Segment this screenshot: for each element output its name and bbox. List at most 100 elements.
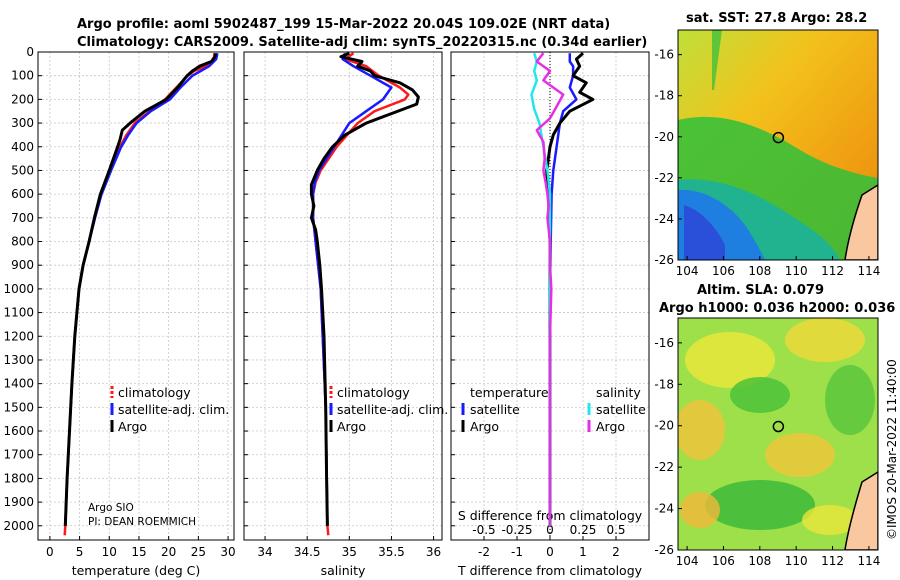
map-x-tick-label: 108 [748,264,771,278]
sla-map-frame [677,317,879,551]
y-tick-label: 1500 [3,400,34,414]
x-tick-label: 34.5 [294,545,321,559]
x-tick-label: 10 [102,545,117,559]
sla-map-title: Altim. SLA: 0.079 [697,283,824,298]
sla-anomaly [705,480,815,530]
y-tick-label: 0 [26,45,34,59]
salinity-panel: 34 34.5 35 35.5 36 salinity [243,51,443,578]
legend-label-argo: Argo [337,419,366,434]
x-tick-label: 36 [426,545,441,559]
sst-green-streak [712,30,722,90]
y-tick-label: 900 [11,258,34,272]
y-tick-label: 1600 [3,424,34,438]
y-tick-label: 1200 [3,329,34,343]
figure-title-line2: Climatology: CARS2009. Satellite-adj cli… [77,35,647,50]
map-y-tick-label: -18 [654,89,674,103]
sla-anomaly [680,492,720,528]
plot-area [38,52,234,540]
sla-anomaly [730,377,790,413]
legend-label-t-satellite: satellite [470,402,520,417]
x-tick-label: 1 [579,545,587,559]
sst-map-frame [677,29,879,261]
credit-pi: PI: DEAN ROEMMICH [88,516,196,528]
imos-stamp: ©IMOS 20-Mar-2022 11:40:00 [885,359,899,540]
map-x-tick-label: 114 [857,264,880,278]
x-axis-label: temperature (deg C) [72,563,201,578]
temperature-panel: 0100200300400500600700800900100011001200… [3,45,235,578]
x-tick-label: 15 [131,545,146,559]
series-s-argo [535,52,565,526]
x-tick-label: 20 [161,545,176,559]
map-y-tick-label: -20 [654,130,674,144]
map-y-tick-label: -26 [654,543,674,557]
sla-anomaly [678,400,725,460]
plot-frame [243,51,443,541]
map-y-tick-label: -26 [654,253,674,267]
y-tick-label: 400 [11,140,34,154]
s-tick-label: 0.25 [570,523,597,537]
series-argo [309,51,420,526]
temperature-legend: climatology satellite-adj. clim. Argo [110,385,229,434]
sst-map-title: sat. SST: 27.8 Argo: 28.2 [686,11,867,26]
x-tick-label: 0 [546,545,554,559]
sla-land [844,471,878,550]
sst-map: sat. SST: 27.8 Argo: 28.2 104 106 108 110 11… [654,11,880,278]
x-axis-label: salinity [321,563,366,578]
map-y-tick-label: -24 [654,212,674,226]
y-tick-label: 1300 [3,353,34,367]
map-x-tick-label: 114 [857,554,880,568]
salinity-legend: climatology satellite-adj. clim. Argo [329,385,448,434]
map-y-tick-label: -22 [654,460,674,474]
x-tick-label: 35 [342,545,357,559]
x-axis-label: T difference from climatology [457,563,643,578]
map-x-tick-label: 106 [712,554,735,568]
y-tick-label: 500 [11,163,34,177]
y-tick-label: 600 [11,187,34,201]
map-y-tick-label: -16 [654,48,674,62]
y-tick-label: 1700 [3,448,34,462]
y-tick-label: 1900 [3,495,34,509]
difference-legend: temperature salinity satellite Argo sate… [461,385,646,434]
x-tick-label: -2 [478,545,490,559]
y-tick-label: 200 [11,92,34,106]
difference-panel: -2 -1 0 1 2-0.5 -0.25 0 0.25 0.5S difference fro… [450,51,650,578]
x-tick-label: -1 [511,545,523,559]
map-x-tick-label: 110 [785,554,808,568]
x-tick-label: 35.5 [378,545,405,559]
sla-anomaly [765,433,835,477]
sst-coldest-region [684,205,725,260]
sla-anomaly [825,365,875,435]
legend-label-s-satellite: satellite [596,402,646,417]
y-tick-label: 100 [11,69,34,83]
sla-anomaly [685,332,775,388]
legend-label-climatology: climatology [337,385,410,400]
plot-frame [450,51,650,541]
legend-title-salinity: salinity [596,385,641,400]
map-y-tick-label: -22 [654,171,674,185]
map-y-tick-label: -16 [654,336,674,350]
map-x-tick-label: 112 [821,554,844,568]
sla-map: Altim. SLA: 0.079 Argo h1000: 0.036 h200… [654,283,895,568]
map-x-tick-label: 108 [748,554,771,568]
sla-anomaly [802,505,858,535]
s-tick-label: -0.25 [501,523,532,537]
s-tick-label: -0.5 [472,523,495,537]
y-tick-label: 1000 [3,282,34,296]
argo-position-marker [772,131,785,144]
map-y-tick-label: -24 [654,502,674,516]
legend-label-t-argo: Argo [470,419,499,434]
figure-title-line1: Argo profile: aoml 5902487_199 15-Mar-20… [77,17,610,32]
x-tick-label: 34 [257,545,272,559]
legend-label-argo: Argo [118,419,147,434]
y-tick-label: 1100 [3,306,34,320]
map-x-tick-label: 112 [821,264,844,278]
credit-institution: Argo SIO [88,502,134,514]
map-x-tick-label: 104 [676,554,699,568]
map-x-tick-label: 106 [712,264,735,278]
y-tick-label: 2000 [3,519,34,533]
y-tick-label: 1400 [3,377,34,391]
map-x-tick-label: 110 [785,264,808,278]
y-tick-label: 800 [11,235,34,249]
y-tick-label: 700 [11,211,34,225]
